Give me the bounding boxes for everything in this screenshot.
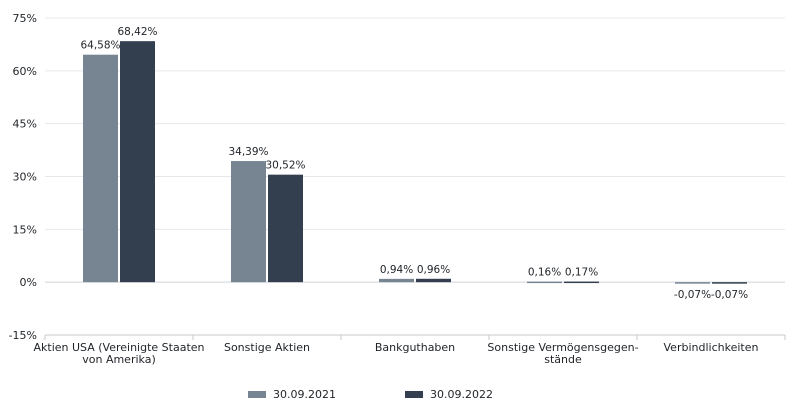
data-label: 0,94% xyxy=(380,264,413,276)
bar-30.09.2022-0 xyxy=(120,41,155,283)
y-tick-label: 60% xyxy=(13,65,37,78)
legend-label-2022: 30.09.2022 xyxy=(430,388,493,401)
data-label: -0,07% xyxy=(674,289,711,301)
legend-swatch-2022 xyxy=(405,391,423,398)
x-category-label: Verbindlichkeiten xyxy=(664,341,759,354)
bar-30.09.2022-2 xyxy=(416,278,451,283)
y-tick-label: -15% xyxy=(9,329,37,342)
data-label: -0,07% xyxy=(711,289,748,301)
legend-label-2021: 30.09.2021 xyxy=(273,388,336,401)
bar-30.09.2021-3 xyxy=(527,281,562,284)
data-label: 0,96% xyxy=(417,264,450,276)
data-label: 0,16% xyxy=(528,267,561,279)
x-category-label: von Amerika) xyxy=(82,353,156,366)
legend-item-2022: 30.09.2022 xyxy=(405,388,493,401)
chart-canvas: -15% 0% 15% 30% 45% 60% 75% 64,58% 68,42% Aktien … xyxy=(9,12,786,366)
legend: 30.09.2021 30.09.2022 xyxy=(0,388,800,406)
data-label: 68,42% xyxy=(117,26,157,38)
data-label: 34,39% xyxy=(228,146,268,158)
bar-30.09.2021-0 xyxy=(83,54,118,283)
data-label: 64,58% xyxy=(80,40,120,52)
y-tick-label: 0% xyxy=(20,276,37,289)
legend-swatch-2021 xyxy=(248,391,266,398)
x-category-label: stände xyxy=(544,353,582,366)
x-category-label: Bankguthaben xyxy=(375,341,455,354)
bar-30.09.2021-4 xyxy=(675,282,710,284)
y-tick-label: 15% xyxy=(13,223,37,236)
x-category-label: Sonstige Aktien xyxy=(224,341,310,354)
x-category-label: Aktien USA (Vereinigte Staaten xyxy=(33,341,204,354)
bar-30.09.2022-3 xyxy=(564,281,599,284)
data-label: 30,52% xyxy=(265,160,305,172)
x-category-label: Sonstige Vermögensgegen- xyxy=(487,341,638,354)
legend-item-2021: 30.09.2021 xyxy=(248,388,336,401)
bar-30.09.2022-4 xyxy=(712,282,747,284)
data-label: 0,17% xyxy=(565,267,598,279)
y-tick-label: 75% xyxy=(13,12,37,25)
bar-30.09.2021-1 xyxy=(231,161,266,283)
bar-30.09.2021-2 xyxy=(379,278,414,283)
y-tick-label: 45% xyxy=(13,118,37,131)
bar-30.09.2022-1 xyxy=(268,174,303,283)
y-tick-label: 30% xyxy=(13,171,37,184)
